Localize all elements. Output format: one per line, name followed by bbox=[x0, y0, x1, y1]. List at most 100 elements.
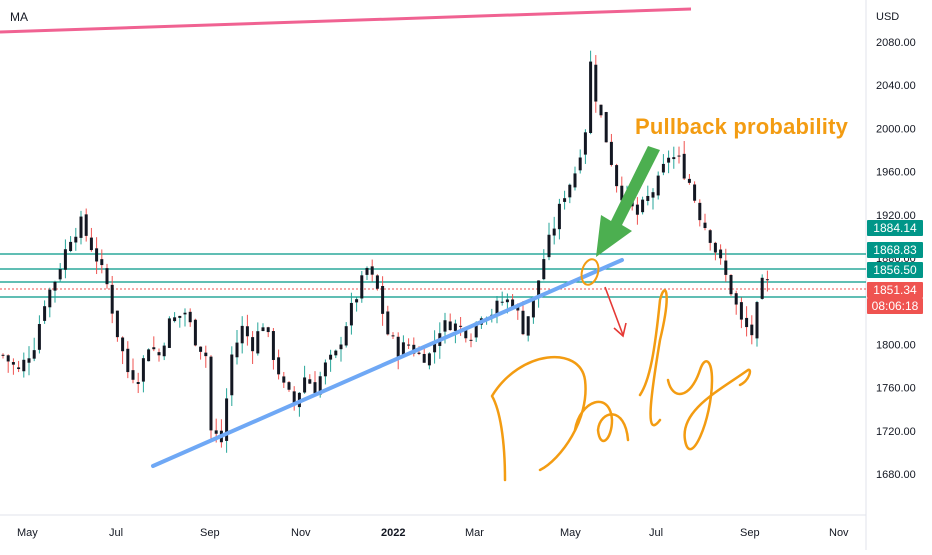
candle-body bbox=[739, 302, 743, 320]
candle-body bbox=[615, 165, 619, 187]
candle-body bbox=[126, 348, 130, 373]
candle-body bbox=[292, 391, 296, 405]
x-tick-label: Sep bbox=[740, 527, 760, 539]
candle-body bbox=[656, 175, 660, 196]
candle-body bbox=[17, 367, 21, 370]
candle-body bbox=[521, 310, 525, 335]
x-tick-label: May bbox=[560, 527, 581, 539]
candle-body bbox=[401, 342, 405, 356]
indicator-label[interactable]: MA bbox=[10, 10, 28, 24]
candle-body bbox=[261, 327, 265, 332]
candle-body bbox=[641, 199, 645, 213]
candle-body bbox=[84, 214, 88, 236]
x-tick-label: Sep bbox=[200, 527, 220, 539]
candle-body bbox=[157, 352, 161, 356]
price-badge: 1851.34 bbox=[867, 282, 923, 298]
price-badge: 08:06:18 bbox=[867, 298, 923, 314]
candle-body bbox=[448, 321, 452, 331]
candle-body bbox=[313, 382, 317, 394]
candle-body bbox=[407, 344, 411, 346]
candle-body bbox=[547, 234, 551, 258]
x-tick-label: Nov bbox=[829, 527, 849, 539]
candle-body bbox=[277, 357, 281, 375]
projection-arrow-line bbox=[604, 286, 624, 336]
candle-body bbox=[329, 354, 333, 360]
candle-body bbox=[687, 178, 691, 183]
candle-body bbox=[235, 342, 239, 358]
candle-body bbox=[69, 241, 73, 252]
candle-body bbox=[396, 336, 400, 357]
y-tick-label: 1760.00 bbox=[876, 383, 916, 395]
candle-body bbox=[724, 260, 728, 275]
candle-body bbox=[199, 346, 203, 352]
pullback-circle bbox=[580, 258, 600, 286]
candle-body bbox=[204, 352, 208, 357]
candle-body bbox=[646, 195, 650, 201]
candle-body bbox=[417, 352, 421, 354]
candle-body bbox=[355, 299, 359, 303]
candle-body bbox=[375, 275, 379, 289]
candle-body bbox=[734, 293, 738, 305]
candle-body bbox=[271, 331, 275, 360]
candle-body bbox=[365, 267, 369, 275]
candle-body bbox=[105, 268, 109, 285]
candle-body bbox=[427, 353, 431, 366]
candle-body bbox=[682, 153, 686, 179]
candle-body bbox=[131, 370, 135, 380]
candle-body bbox=[526, 316, 530, 336]
x-tick-label: Jul bbox=[109, 527, 123, 539]
candle-body bbox=[505, 299, 509, 303]
candle-body bbox=[672, 157, 676, 160]
candle-body bbox=[22, 359, 26, 372]
candle-body bbox=[344, 326, 348, 346]
candle-body bbox=[349, 302, 353, 326]
candle-body bbox=[713, 242, 717, 253]
candle-body bbox=[256, 331, 260, 354]
candle-body bbox=[391, 335, 395, 337]
candle-body bbox=[27, 358, 31, 363]
candle-body bbox=[381, 285, 385, 314]
candle-body bbox=[661, 163, 665, 173]
candle-body bbox=[100, 259, 104, 266]
candle-body bbox=[677, 155, 681, 157]
x-tick-label: Nov bbox=[291, 527, 311, 539]
candle-body bbox=[531, 297, 535, 318]
candle-body bbox=[225, 398, 229, 441]
candle-body bbox=[11, 362, 15, 365]
y-tick-label: 1800.00 bbox=[876, 339, 916, 351]
trendline[interactable] bbox=[151, 258, 624, 468]
candle-body bbox=[604, 112, 608, 143]
candle-body bbox=[282, 376, 286, 383]
candle-body bbox=[334, 350, 338, 356]
candle-body bbox=[214, 430, 218, 434]
price-badge: 1868.83 bbox=[867, 242, 923, 258]
pullback-annotation: Pullback probability bbox=[635, 114, 849, 139]
green-arrow bbox=[596, 146, 660, 257]
candle-body bbox=[110, 284, 114, 314]
candle-body bbox=[266, 327, 270, 333]
candle-body bbox=[370, 266, 374, 275]
y-tick-label: 2040.00 bbox=[876, 80, 916, 92]
candle-body bbox=[563, 198, 567, 202]
candle-body bbox=[557, 203, 561, 230]
candle-body bbox=[578, 157, 582, 171]
y-tick-label: 1960.00 bbox=[876, 167, 916, 179]
candle-body bbox=[765, 279, 769, 281]
candle-body bbox=[251, 337, 255, 352]
y-tick-label: 2000.00 bbox=[876, 123, 916, 135]
price-badge: 1884.14 bbox=[867, 220, 923, 236]
candle-body bbox=[308, 379, 312, 384]
candle-body bbox=[708, 230, 712, 243]
candle-body bbox=[755, 302, 759, 339]
candle-body bbox=[188, 311, 192, 323]
x-tick-label: Mar bbox=[465, 527, 484, 539]
candle-body bbox=[318, 376, 322, 395]
candle-body bbox=[63, 249, 67, 270]
candle-body bbox=[303, 377, 307, 393]
candle-body bbox=[469, 339, 473, 341]
handwritten-daily bbox=[490, 289, 752, 482]
candle-body bbox=[703, 222, 707, 229]
candle-body bbox=[573, 173, 577, 188]
